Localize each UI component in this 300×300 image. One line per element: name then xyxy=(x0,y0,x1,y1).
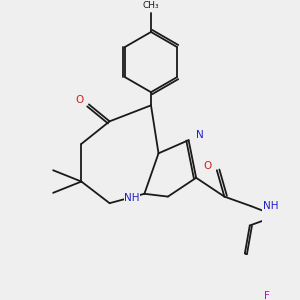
Text: NH: NH xyxy=(124,194,140,203)
Text: N: N xyxy=(196,130,204,140)
Text: CH₃: CH₃ xyxy=(143,1,159,10)
Text: NH: NH xyxy=(263,201,278,211)
Text: O: O xyxy=(75,95,84,105)
Text: O: O xyxy=(203,160,211,171)
Text: F: F xyxy=(264,291,269,300)
